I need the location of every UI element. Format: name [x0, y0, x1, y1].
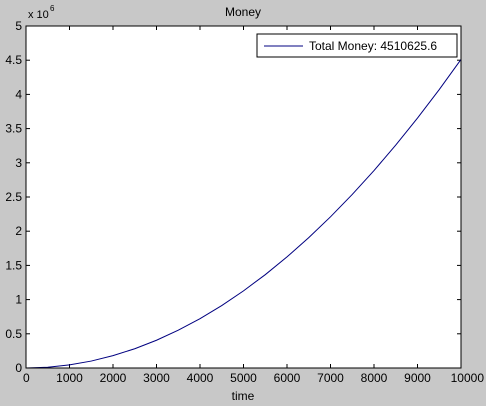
y-tick-label: 4: [15, 87, 22, 101]
y-tick-label: 3: [15, 156, 22, 170]
x-tick-label: 6000: [274, 371, 301, 385]
y-tick-label: 1.5: [5, 258, 22, 272]
y-tick-label: 1: [15, 293, 22, 307]
x-tick-label: 9000: [404, 371, 431, 385]
x-tick-label: 7000: [317, 371, 344, 385]
series-line-total-money: [25, 59, 462, 369]
y-tick-label: 4.5: [5, 53, 22, 67]
x-axis-ticks: 0 1000 2000 3000 4000 5000 6000 7000 8000 9000 100…: [23, 26, 484, 385]
x-tick-label: 2000: [100, 371, 127, 385]
y-tick-label: 2.5: [5, 190, 22, 204]
x-tick-label: 3000: [143, 371, 170, 385]
x-axis-label: time: [232, 389, 255, 403]
y-axis-exponent: x 10 6: [28, 4, 55, 21]
y-tick-label: 0: [15, 361, 22, 375]
y-tick-label: 3.5: [5, 122, 22, 136]
plot-frame: [25, 25, 462, 369]
legend-entry-total-money: Total Money: 4510625.6: [309, 39, 437, 53]
x-tick-label: 4000: [187, 371, 214, 385]
x-tick-label: 8000: [361, 371, 388, 385]
y-tick-label: 0.5: [5, 327, 22, 341]
series-layer: [25, 59, 462, 369]
legend: Total Money: 4510625.6: [256, 33, 458, 58]
chart-title: Money: [225, 5, 261, 19]
x-tick-label: 5000: [230, 371, 257, 385]
x-tick-label: 10000: [451, 371, 485, 385]
legend-box: [256, 33, 458, 58]
x-tick-label: 0: [23, 371, 30, 385]
x-tick-label: 1000: [56, 371, 83, 385]
plot-area: [26, 26, 461, 368]
y-exponent-power: 6: [50, 4, 55, 13]
y-tick-label: 2: [15, 224, 22, 238]
y-exponent-base: x 10: [28, 9, 49, 21]
y-tick-label: 5: [15, 19, 22, 33]
